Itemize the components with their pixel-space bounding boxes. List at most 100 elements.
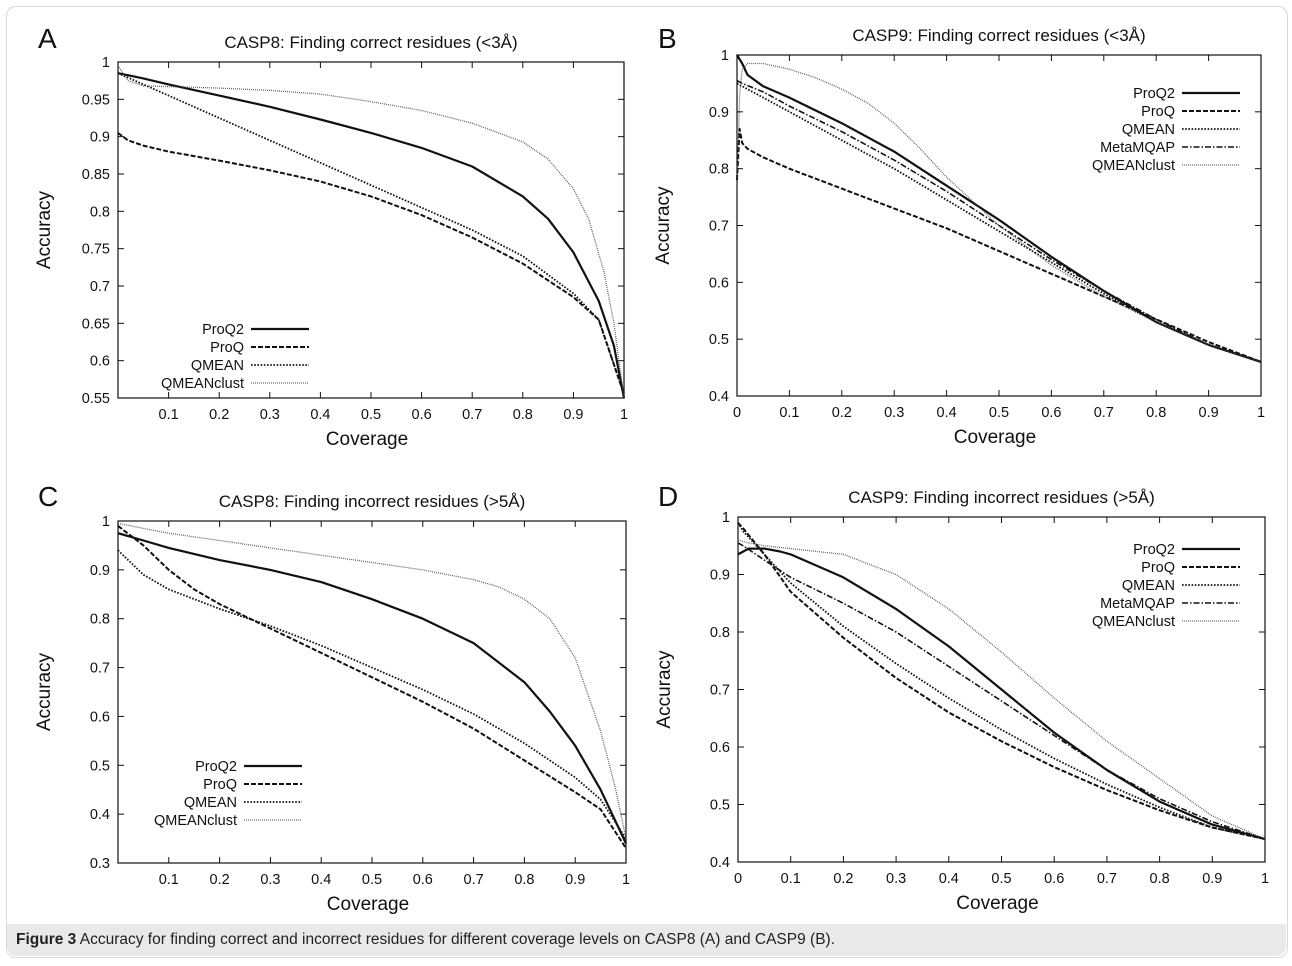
y-tick-label: 0.8 [90, 204, 110, 220]
legend-label: MetaMQAP [1100, 596, 1175, 612]
series-line-proq [737, 522, 1266, 840]
legend-label: ProQ2 [202, 322, 244, 338]
x-tick-label: 0.3 [260, 407, 280, 423]
y-tick-label: 0.8 [90, 612, 110, 628]
x-tick-label: 0.3 [260, 872, 280, 888]
panel-a: A CASP8: Finding correct residues (<3Å) 0.… [34, 23, 628, 450]
x-tick-label: 0 [734, 871, 742, 887]
y-axis-label: Accuracy [654, 650, 675, 729]
legend-label: MetaMQAP [1100, 140, 1175, 156]
x-tick-label: 1 [1261, 871, 1269, 887]
caption-text: Accuracy for finding correct and incorre… [79, 931, 836, 948]
x-tick-label: 0.9 [563, 407, 583, 423]
x-tick-label: 0.8 [514, 872, 534, 888]
caption-label: Figure 3 [16, 931, 77, 948]
y-tick-label: 0.75 [82, 242, 110, 258]
y-tick-label: 0.6 [90, 709, 110, 725]
series-line-proq2 [117, 72, 626, 399]
legend-label: QMEANclust [1092, 158, 1175, 174]
x-tick-label: 0.1 [779, 405, 799, 421]
x-tick-label: 0.5 [362, 872, 382, 888]
y-tick-label: 1 [722, 510, 730, 526]
y-tick-label: 1 [721, 48, 729, 64]
x-tick-label: 0.1 [781, 871, 801, 887]
x-tick-label: 0.3 [886, 871, 906, 887]
y-tick-label: 0.95 [82, 92, 110, 108]
y-tick-label: 0.85 [82, 167, 110, 183]
panel-d: D CASP9: Finding incorrect residues (>5Å)… [654, 481, 1269, 914]
series-line-proq2 [117, 532, 627, 844]
x-tick-label: 0.7 [1097, 871, 1117, 887]
y-tick-label: 0.7 [90, 661, 110, 677]
x-tick-label: 0.2 [210, 872, 230, 888]
y-tick-label: 0.8 [709, 162, 729, 178]
x-tick-label: 0.9 [565, 872, 585, 888]
legend: ProQ2 ProQ QMEAN QMEANclust [161, 322, 309, 392]
x-tick-label: 1 [1257, 405, 1265, 421]
y-tick-label: 0.9 [709, 105, 729, 121]
series-line-proq2 [736, 54, 1262, 363]
legend: ProQ2 ProQ QMEAN MetaMQAP QMEANclust [1092, 86, 1240, 174]
plot-frame [117, 61, 625, 399]
panel-letter: A [38, 23, 57, 54]
y-tick-label: 0.55 [82, 391, 110, 407]
panel-letter: D [658, 481, 678, 512]
y-axis-label: Accuracy [34, 190, 55, 269]
x-axis-label: Coverage [954, 427, 1036, 448]
panel-letter: C [38, 481, 58, 512]
x-tick-label: 0.7 [464, 872, 484, 888]
legend-label: ProQ [1141, 560, 1175, 576]
legend-label: QMEAN [1122, 578, 1175, 594]
series-line-proq [736, 127, 1262, 363]
series-line-qmean [117, 72, 625, 395]
legend: ProQ2 ProQ QMEAN QMEANclust [154, 759, 302, 829]
y-axis-label: Accuracy [653, 186, 674, 265]
legend-label: ProQ2 [1133, 86, 1175, 102]
series-line-qmean [737, 522, 1266, 840]
x-tick-label: 0.1 [159, 407, 179, 423]
x-axis-label: Coverage [326, 429, 408, 450]
panel-letter: B [658, 23, 677, 54]
y-tick-label: 0.4 [90, 807, 110, 823]
y-tick-label: 0.5 [710, 798, 730, 814]
legend-label: QMEANclust [154, 813, 237, 829]
legend-label: QMEANclust [1092, 614, 1175, 630]
x-tick-label: 0.1 [159, 872, 179, 888]
series-line-proq [117, 132, 625, 395]
series-line-qmeanclust [117, 522, 627, 839]
series-line-metamqap [737, 542, 1266, 840]
x-tick-label: 0.8 [513, 407, 533, 423]
series-line-proq2 [737, 547, 1266, 841]
x-tick-label: 0.8 [1150, 871, 1170, 887]
x-tick-label: 0.2 [209, 407, 229, 423]
x-tick-label: 0.6 [413, 872, 433, 888]
x-tick-label: 0.9 [1199, 405, 1219, 421]
chart-title: CASP8: Finding correct residues (<3Å) [224, 33, 517, 52]
legend-label: QMEAN [191, 358, 244, 374]
y-tick-label: 0.4 [709, 389, 729, 405]
x-tick-label: 0.8 [1146, 405, 1166, 421]
legend-label: ProQ2 [1133, 542, 1175, 558]
y-tick-label: 0.9 [90, 563, 110, 579]
y-tick-label: 0.5 [709, 332, 729, 348]
x-tick-label: 0.4 [937, 405, 957, 421]
x-tick-label: 0.6 [412, 407, 432, 423]
x-tick-label: 1 [620, 407, 628, 423]
legend-label: ProQ [210, 340, 244, 356]
legend-label: ProQ [1141, 104, 1175, 120]
y-tick-label: 0.6 [90, 354, 110, 370]
series-line-qmeanclust [117, 65, 625, 399]
x-tick-label: 0.6 [1044, 871, 1064, 887]
legend-label: QMEAN [1122, 122, 1175, 138]
legend-label: ProQ2 [195, 759, 237, 775]
y-tick-label: 0.4 [710, 855, 730, 871]
x-tick-label: 0.4 [310, 407, 330, 423]
y-tick-label: 0.65 [82, 316, 110, 332]
series-line-qmeanclust [737, 539, 1266, 840]
y-tick-label: 1 [102, 514, 110, 530]
legend-label: QMEAN [184, 795, 237, 811]
legend: ProQ2 ProQ QMEAN MetaMQAP QMEANclust [1092, 542, 1240, 630]
y-tick-label: 0.3 [90, 856, 110, 872]
y-tick-label: 0.9 [710, 568, 730, 584]
